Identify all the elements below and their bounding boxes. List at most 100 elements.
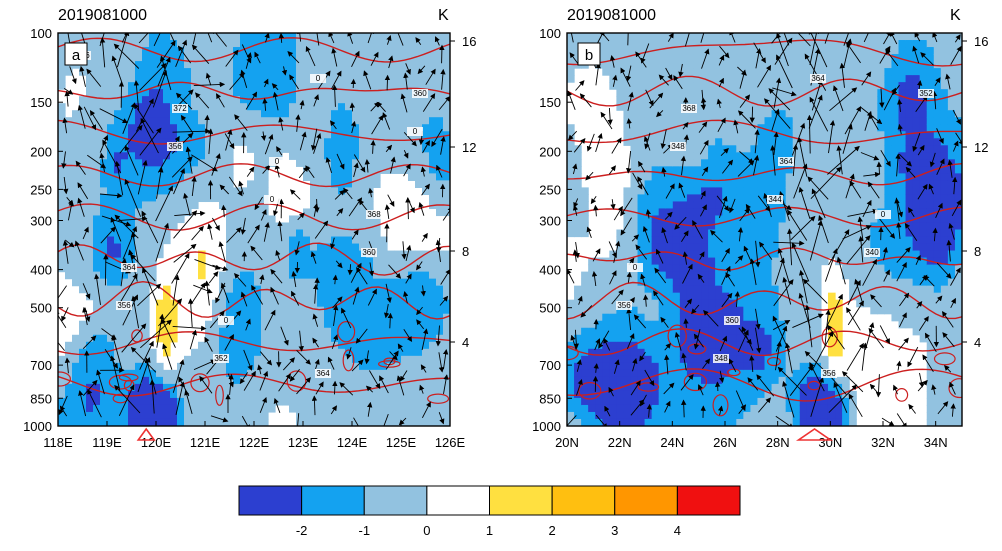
contour-label-text: 360 — [413, 89, 427, 98]
shaded-cell — [408, 47, 416, 55]
shaded-cell — [163, 327, 171, 336]
shaded-cell — [644, 418, 653, 426]
shaded-cell — [282, 40, 290, 48]
wind-arrow — [289, 369, 300, 382]
shaded-cell — [86, 208, 94, 217]
shaded-cell — [184, 404, 192, 413]
shaded-cell — [408, 306, 416, 315]
wind-arrow — [195, 92, 210, 109]
wind-arrow — [339, 382, 354, 396]
shaded-cell — [359, 278, 367, 287]
shaded-cell — [310, 33, 318, 41]
shaded-cell — [679, 383, 688, 392]
shaded-cell — [792, 159, 801, 167]
x-tick-label: 121E — [190, 435, 221, 450]
contour-label-text: 360 — [362, 248, 376, 257]
shaded-cell — [107, 40, 115, 48]
shaded-cell — [373, 166, 381, 174]
shaded-cell — [785, 61, 794, 69]
shaded-cell — [708, 152, 716, 160]
shaded-cell — [163, 376, 171, 385]
shaded-cell — [693, 376, 702, 385]
shaded-cell — [282, 236, 290, 245]
shaded-cell — [764, 404, 773, 413]
shaded-cell — [701, 124, 709, 132]
shaded-cell — [233, 236, 241, 245]
shaded-cell — [310, 138, 318, 146]
shaded-cell — [233, 96, 241, 104]
shaded-cell — [135, 299, 143, 308]
shaded-cell — [128, 404, 136, 413]
shaded-cell — [686, 355, 695, 364]
shaded-cell — [121, 173, 129, 181]
wind-arrow — [442, 349, 449, 370]
shaded-cell — [651, 159, 660, 167]
shaded-cell — [345, 138, 353, 146]
shaded-cell — [373, 369, 381, 378]
shaded-cell — [121, 334, 129, 343]
shaded-cell — [275, 110, 283, 118]
shaded-cell — [693, 418, 702, 426]
shaded-cell — [616, 313, 625, 322]
shaded-cell — [679, 285, 688, 294]
shaded-cell — [65, 271, 73, 280]
shaded-cell — [289, 61, 297, 69]
shaded-cell — [792, 264, 801, 273]
shaded-cell — [114, 355, 122, 364]
shaded-cell — [715, 327, 723, 336]
wind-arrow — [289, 74, 299, 90]
shaded-cell — [247, 327, 255, 336]
shaded-cell — [595, 355, 603, 364]
shaded-cell — [701, 285, 709, 294]
shaded-cell — [240, 369, 248, 378]
shaded-cell — [665, 250, 674, 259]
shaded-cell — [366, 215, 374, 224]
shaded-cell — [792, 229, 801, 238]
shaded-cell — [750, 404, 759, 413]
shaded-cell — [331, 187, 339, 196]
shaded-cell — [338, 236, 346, 245]
shaded-cell — [247, 131, 255, 139]
wind-arrow — [64, 90, 70, 107]
shaded-cell — [644, 397, 653, 406]
wind-arrow — [403, 150, 409, 159]
shaded-cell — [114, 411, 122, 420]
contour-label: 0 — [218, 316, 234, 325]
shaded-cell — [107, 348, 115, 357]
shaded-cell — [408, 397, 416, 406]
contour-label-text: 0 — [224, 316, 229, 325]
shaded-cell — [567, 124, 575, 132]
shaded-cell — [331, 61, 339, 69]
shaded-cell — [394, 117, 402, 125]
shaded-cell — [443, 257, 450, 266]
shaded-cell — [317, 355, 325, 364]
shaded-cell — [581, 418, 589, 426]
shaded-cell — [268, 75, 276, 83]
shaded-cell — [359, 229, 367, 238]
shaded-cell — [771, 397, 780, 406]
shaded-cell — [310, 194, 318, 203]
shaded-cell — [693, 390, 702, 399]
shaded-cell — [729, 54, 737, 62]
shaded-cell — [226, 47, 234, 55]
shaded-cell — [135, 159, 143, 167]
shaded-cell — [757, 383, 766, 392]
shaded-cell — [567, 152, 575, 160]
shaded-cell — [163, 180, 171, 188]
shaded-cell — [373, 159, 381, 167]
shaded-cell — [219, 180, 227, 188]
shaded-cell — [630, 138, 639, 146]
shaded-cell — [658, 138, 667, 146]
shaded-cell — [736, 355, 744, 364]
shaded-cell — [373, 40, 381, 48]
contour-loop — [337, 321, 356, 343]
shaded-cell — [163, 397, 171, 406]
shaded-cell — [366, 180, 374, 188]
shaded-cell — [100, 320, 108, 329]
shaded-cell — [247, 40, 255, 48]
shaded-cell — [686, 334, 695, 343]
shaded-cell — [261, 355, 269, 364]
shaded-cell — [352, 201, 360, 210]
shaded-cell — [352, 138, 360, 146]
shaded-cell — [240, 411, 248, 420]
